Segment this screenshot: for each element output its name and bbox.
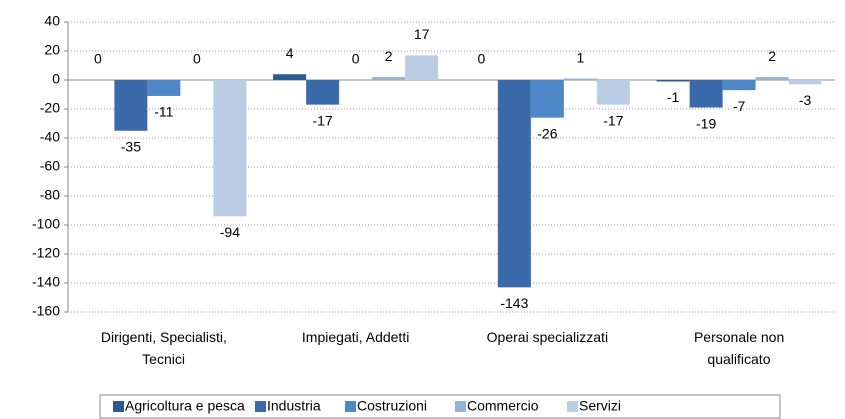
- legend-label: Agricoltura e pesca: [125, 398, 245, 414]
- bar: [755, 77, 789, 80]
- data-label: -3: [799, 92, 812, 108]
- legend-label: Servizi: [579, 398, 621, 414]
- bar: [596, 80, 630, 105]
- legend-swatch: [455, 401, 466, 412]
- legend-label: Commercio: [467, 398, 539, 414]
- legend-swatch: [113, 401, 124, 412]
- data-label: -19: [696, 115, 716, 131]
- legend-label: Costruzioni: [357, 398, 427, 414]
- data-label: -94: [220, 224, 240, 240]
- data-label: -35: [121, 138, 141, 154]
- data-label: -7: [733, 98, 746, 114]
- bar: [213, 80, 247, 217]
- y-tick-label: 40: [44, 13, 60, 29]
- data-label: 0: [477, 51, 485, 67]
- data-label: 2: [385, 48, 393, 64]
- bar: [722, 80, 756, 91]
- x-tick-label: Operai specializzati: [487, 329, 608, 345]
- y-tick-label: 20: [44, 42, 60, 58]
- bar: [372, 77, 406, 80]
- legend-swatch: [567, 401, 578, 412]
- data-label: 0: [193, 51, 201, 67]
- bar: [530, 80, 564, 118]
- data-label: 2: [768, 48, 776, 64]
- legend-swatch: [345, 401, 356, 412]
- y-tick-label: -40: [40, 129, 60, 145]
- data-label: -11: [154, 104, 173, 120]
- bar: [689, 80, 723, 108]
- data-label: 0: [352, 51, 360, 67]
- y-tick-label: -120: [32, 245, 60, 261]
- y-tick-label: -100: [32, 216, 60, 232]
- data-label: -143: [500, 295, 528, 311]
- y-tick-label: -20: [40, 100, 60, 116]
- x-tick-label: Impiegati, Addetti: [302, 329, 409, 345]
- legend-box: [99, 394, 781, 419]
- data-label: 4: [286, 45, 294, 61]
- data-label: 17: [414, 26, 430, 42]
- bar: [405, 55, 439, 80]
- y-tick-label: -160: [32, 303, 60, 319]
- data-label: -1: [667, 89, 680, 105]
- data-label: 1: [576, 49, 584, 65]
- bar: [497, 80, 531, 288]
- legend-label: Industria: [267, 398, 321, 414]
- x-tick-label: Personale non qualificato: [694, 329, 784, 367]
- bar: [563, 78, 597, 80]
- y-tick-label: -140: [32, 274, 60, 290]
- data-label: -26: [537, 125, 557, 141]
- y-tick-label: 0: [52, 71, 60, 87]
- bar: [114, 80, 148, 131]
- bar: [656, 80, 690, 82]
- x-tick-label: Dirigenti, Specialisti, Tecnici: [101, 329, 227, 367]
- data-label: -17: [313, 112, 333, 128]
- legend-swatch: [255, 401, 266, 412]
- data-label: -17: [603, 112, 623, 128]
- bar: [306, 80, 340, 105]
- bar: [147, 80, 181, 96]
- bar: [273, 74, 307, 80]
- bar: [788, 80, 822, 85]
- y-tick-label: -60: [40, 158, 60, 174]
- y-tick-label: -80: [40, 187, 60, 203]
- data-label: 0: [94, 51, 102, 67]
